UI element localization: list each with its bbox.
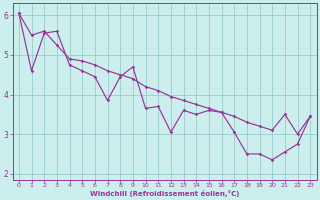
X-axis label: Windchill (Refroidissement éolien,°C): Windchill (Refroidissement éolien,°C) <box>90 190 239 197</box>
